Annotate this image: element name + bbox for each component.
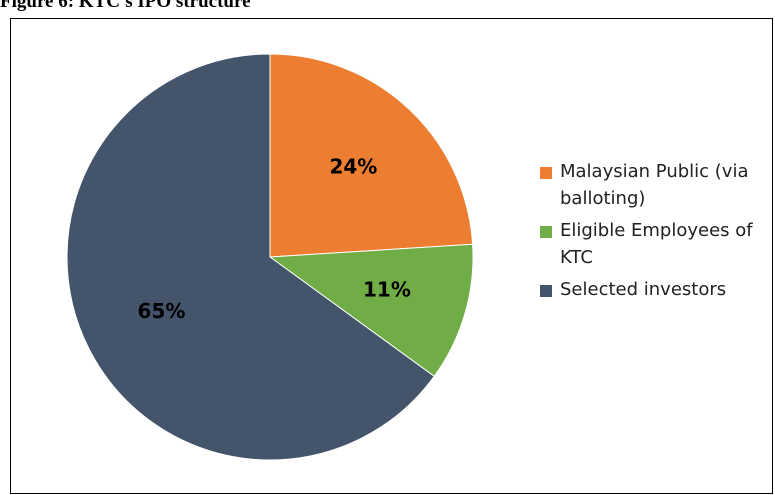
legend-swatch	[540, 167, 552, 179]
data-label: 11%	[363, 277, 411, 301]
pie-slice	[66, 53, 435, 461]
chart-frame	[10, 18, 773, 494]
legend: Malaysian Public (via balloting) Eligible…	[540, 158, 755, 308]
pie-slice	[269, 53, 474, 258]
data-label: 65%	[138, 299, 186, 323]
legend-swatch	[540, 226, 552, 238]
legend-item: Selected investors	[540, 276, 755, 303]
legend-label: Selected investors	[560, 279, 727, 300]
chart-title: Figure 6: KTC's IPO structure	[0, 0, 251, 12]
data-label: 24%	[329, 155, 377, 179]
legend-swatch	[540, 285, 552, 297]
pie-slice	[268, 243, 474, 378]
legend-item: Malaysian Public (via balloting)	[540, 158, 755, 212]
legend-item: Eligible Employees of KTC	[540, 217, 755, 271]
legend-label: Eligible Employees of KTC	[560, 220, 753, 268]
legend-label: Malaysian Public (via balloting)	[560, 161, 749, 209]
